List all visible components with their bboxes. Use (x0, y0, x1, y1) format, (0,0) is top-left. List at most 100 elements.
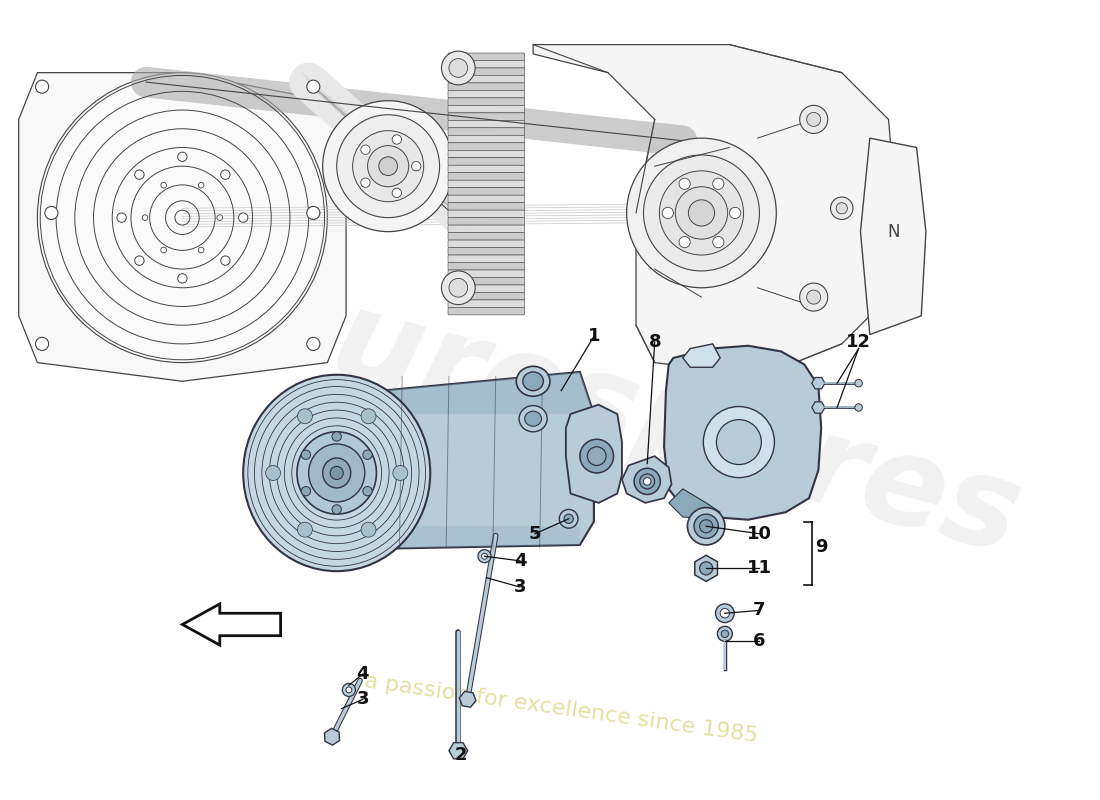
Text: 6: 6 (754, 632, 766, 650)
Circle shape (363, 486, 372, 496)
FancyBboxPatch shape (448, 98, 525, 106)
Circle shape (332, 432, 341, 441)
FancyBboxPatch shape (448, 61, 525, 68)
FancyBboxPatch shape (448, 135, 525, 142)
Circle shape (307, 338, 320, 350)
Circle shape (134, 170, 144, 179)
FancyBboxPatch shape (448, 210, 525, 218)
Text: N: N (887, 222, 900, 241)
Circle shape (367, 146, 409, 186)
Circle shape (198, 182, 204, 188)
Circle shape (836, 202, 847, 214)
Circle shape (345, 687, 352, 693)
FancyBboxPatch shape (448, 83, 525, 90)
Circle shape (806, 290, 821, 304)
Circle shape (800, 106, 827, 134)
Ellipse shape (297, 432, 376, 514)
Circle shape (659, 171, 744, 255)
FancyBboxPatch shape (448, 106, 525, 113)
Text: 8: 8 (648, 333, 661, 351)
Circle shape (855, 404, 862, 411)
Text: 11: 11 (747, 559, 772, 578)
Ellipse shape (309, 444, 365, 502)
Circle shape (800, 283, 827, 311)
FancyBboxPatch shape (448, 166, 525, 173)
Polygon shape (669, 489, 720, 520)
Circle shape (441, 51, 475, 85)
Circle shape (217, 215, 222, 221)
Text: 3: 3 (356, 690, 370, 708)
Text: eurospares: eurospares (239, 258, 1033, 579)
Circle shape (830, 197, 852, 219)
Circle shape (392, 188, 402, 198)
FancyBboxPatch shape (448, 225, 525, 233)
Text: a passion for excellence since 1985: a passion for excellence since 1985 (363, 671, 759, 746)
Circle shape (449, 58, 468, 78)
FancyBboxPatch shape (448, 307, 525, 315)
FancyBboxPatch shape (448, 233, 525, 240)
Circle shape (361, 409, 376, 424)
Circle shape (580, 439, 614, 473)
Text: 1: 1 (587, 327, 601, 346)
Circle shape (307, 80, 320, 94)
Polygon shape (309, 372, 594, 550)
Ellipse shape (243, 374, 430, 571)
Circle shape (703, 406, 774, 478)
Circle shape (640, 474, 654, 489)
FancyBboxPatch shape (448, 75, 525, 83)
Circle shape (221, 170, 230, 179)
Circle shape (361, 145, 370, 154)
Circle shape (679, 178, 691, 190)
Polygon shape (534, 45, 898, 372)
Text: 4: 4 (356, 665, 370, 683)
Circle shape (297, 409, 312, 424)
FancyBboxPatch shape (448, 90, 525, 98)
Circle shape (716, 420, 761, 465)
Circle shape (363, 450, 372, 459)
Polygon shape (19, 73, 346, 382)
Circle shape (564, 514, 573, 523)
FancyBboxPatch shape (448, 293, 525, 300)
FancyBboxPatch shape (448, 150, 525, 158)
FancyBboxPatch shape (448, 158, 525, 166)
Circle shape (161, 247, 166, 253)
Ellipse shape (519, 406, 547, 432)
Circle shape (134, 256, 144, 266)
Circle shape (322, 101, 453, 232)
Ellipse shape (525, 411, 541, 426)
Text: 7: 7 (754, 602, 766, 619)
FancyBboxPatch shape (448, 270, 525, 278)
FancyBboxPatch shape (448, 173, 525, 180)
Circle shape (477, 550, 491, 562)
Circle shape (717, 626, 733, 642)
Text: 10: 10 (747, 525, 772, 542)
Circle shape (301, 486, 310, 496)
Text: 9: 9 (815, 538, 827, 556)
Circle shape (307, 206, 320, 219)
Circle shape (265, 466, 280, 481)
Polygon shape (183, 604, 280, 645)
Circle shape (301, 450, 310, 459)
Polygon shape (449, 742, 468, 759)
Circle shape (35, 80, 48, 94)
Circle shape (720, 609, 729, 618)
Text: 4: 4 (514, 552, 526, 570)
Circle shape (378, 157, 397, 175)
Circle shape (221, 256, 230, 266)
Circle shape (627, 138, 777, 288)
Circle shape (441, 271, 475, 305)
Circle shape (559, 510, 578, 528)
Circle shape (700, 562, 713, 575)
Circle shape (161, 182, 166, 188)
Circle shape (239, 213, 248, 222)
Circle shape (178, 152, 187, 162)
Circle shape (449, 278, 468, 297)
FancyBboxPatch shape (448, 120, 525, 128)
Circle shape (587, 446, 606, 466)
Circle shape (353, 130, 424, 202)
FancyBboxPatch shape (448, 262, 525, 270)
Circle shape (142, 215, 147, 221)
FancyBboxPatch shape (448, 278, 525, 285)
Circle shape (713, 178, 724, 190)
FancyBboxPatch shape (448, 240, 525, 247)
